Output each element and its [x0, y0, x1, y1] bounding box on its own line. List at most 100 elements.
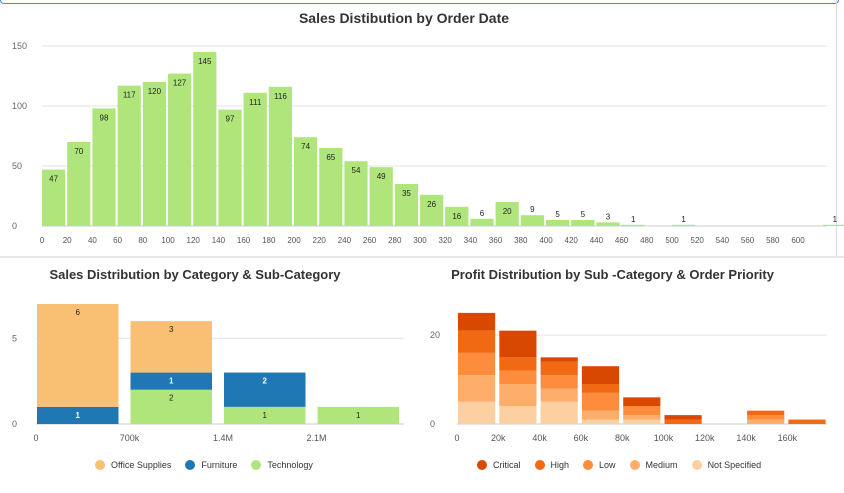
histogram-title: Sales Distibution by Order Date [298, 10, 510, 26]
histogram-x-tick: 180 [262, 236, 276, 245]
profit-bar-segment [499, 384, 537, 407]
profit-bar-segment [664, 419, 702, 424]
histogram-bar [193, 52, 217, 226]
profit-legend: Critical High Low Medium Not Specified [477, 460, 775, 470]
profit-x-tick: 0 [454, 433, 459, 443]
profit-y-tick: 20 [430, 330, 440, 340]
category-bar-segment [130, 389, 212, 424]
category-data-label: 3 [169, 325, 174, 334]
profit-bar-segment [788, 419, 826, 424]
histogram-bar [268, 86, 292, 226]
histogram-bar [142, 82, 166, 226]
histogram-x-tick: 420 [565, 236, 579, 245]
category-y-tick: 5 [12, 333, 17, 343]
histogram-bar [596, 222, 620, 226]
profit-chart-title: Profit Distribution by Sub -Category & O… [451, 267, 774, 282]
profit-bar-segment [623, 397, 661, 407]
category-bar-segment [224, 372, 306, 407]
profit-bar-segment [747, 410, 785, 416]
profit-x-tick: 160k [778, 433, 798, 443]
histogram-x-tick: 580 [766, 236, 780, 245]
profit-bar-segment [623, 415, 661, 420]
profit-bar-segment [540, 388, 578, 402]
legend-item[interactable]: Not Specified [691, 460, 761, 470]
legend-label: High [550, 460, 570, 470]
category-x-tick: 1.4M [213, 433, 233, 443]
legend-marker [185, 460, 196, 470]
profit-bar-segment [540, 361, 578, 376]
profit-x-tick: 60k [574, 433, 589, 443]
legend-marker [95, 460, 105, 470]
histogram-data-label: 116 [274, 92, 287, 101]
legend-marker [534, 460, 545, 470]
histogram-x-tick: 560 [741, 236, 755, 245]
histogram-bar [823, 224, 844, 226]
legend-marker [583, 460, 594, 470]
histogram-data-label: 70 [74, 147, 83, 156]
category-data-label: 1 [76, 411, 81, 420]
histogram-x-tick: 340 [464, 236, 478, 245]
profit-x-tick: 40k [532, 433, 547, 443]
legend-item[interactable]: Office Supplies [95, 460, 171, 470]
histogram-x-tick: 80 [138, 236, 147, 245]
top-panel-right-border [836, 0, 837, 258]
profit-bar-segment [623, 419, 661, 424]
histogram-data-label: 97 [226, 115, 235, 124]
legend-item[interactable]: High [534, 460, 570, 470]
profit-bar-segment [581, 384, 620, 393]
profit-bar-segment [540, 375, 578, 389]
profit-bar-segment [747, 419, 785, 424]
category-x-tick: 0 [33, 433, 38, 443]
top-panel-border [0, 0, 839, 4]
legend-label: Medium [645, 460, 678, 470]
category-data-label: 1 [169, 377, 174, 386]
histogram-x-tick: 200 [287, 236, 301, 245]
histogram-data-label: 1 [681, 215, 686, 224]
profit-x-tick: 20k [491, 433, 506, 443]
histogram-bar [42, 169, 66, 226]
histogram-data-label: 120 [148, 87, 162, 96]
histogram-x-tick: 160 [237, 236, 251, 245]
profit-bar-segment [623, 406, 661, 416]
histogram-data-label: 98 [100, 113, 109, 122]
histogram-data-label: 1 [833, 215, 838, 224]
histogram-x-tick: 460 [615, 236, 629, 245]
category-bar-segment [317, 406, 399, 424]
profit-x-tick: 100k [654, 433, 674, 443]
histogram-bar [319, 148, 343, 226]
histogram-data-label: 74 [301, 142, 310, 151]
legend-item[interactable]: Critical [477, 460, 521, 470]
legend-item[interactable]: Low [583, 460, 616, 470]
category-stacked-chart: 0 5 1 6 2 1 3 1 2 1 0 700k 1.4M 2.1M [12, 304, 404, 443]
histogram-data-label: 47 [49, 175, 58, 184]
histogram-data-label: 1 [631, 215, 636, 224]
histogram-x-tick: 320 [439, 236, 453, 245]
histogram-bar [621, 224, 645, 226]
profit-bar-segment [747, 415, 785, 420]
profit-bar-segment [581, 392, 620, 411]
histogram-data-label: 5 [555, 210, 560, 219]
histogram-x-tick: 480 [640, 236, 654, 245]
histogram-bar [394, 184, 418, 226]
category-data-label: 1 [263, 411, 268, 420]
profit-x-tick: 120k [695, 433, 715, 443]
legend-item[interactable]: Furniture [185, 460, 237, 470]
profit-bar-segment [458, 312, 496, 331]
histogram-bar [218, 109, 242, 226]
category-bar-segment [224, 406, 306, 424]
histogram-bar [571, 220, 595, 226]
histogram-data-label: 26 [427, 200, 436, 209]
legend-item[interactable]: Technology [251, 460, 313, 470]
legend-item[interactable]: Medium [629, 460, 678, 470]
histogram-x-tick: 220 [313, 236, 327, 245]
histogram-bar [243, 92, 267, 226]
histogram-x-tick: 300 [413, 236, 427, 245]
profit-bar-segment [499, 330, 537, 358]
histogram-y-tick: 0 [12, 221, 17, 231]
profit-bar-segment [499, 406, 537, 424]
histogram-data-label: 145 [198, 57, 212, 66]
histogram-x-tick: 520 [691, 236, 705, 245]
profit-x-tick: 80k [615, 433, 630, 443]
profit-bar-segment [664, 415, 702, 420]
